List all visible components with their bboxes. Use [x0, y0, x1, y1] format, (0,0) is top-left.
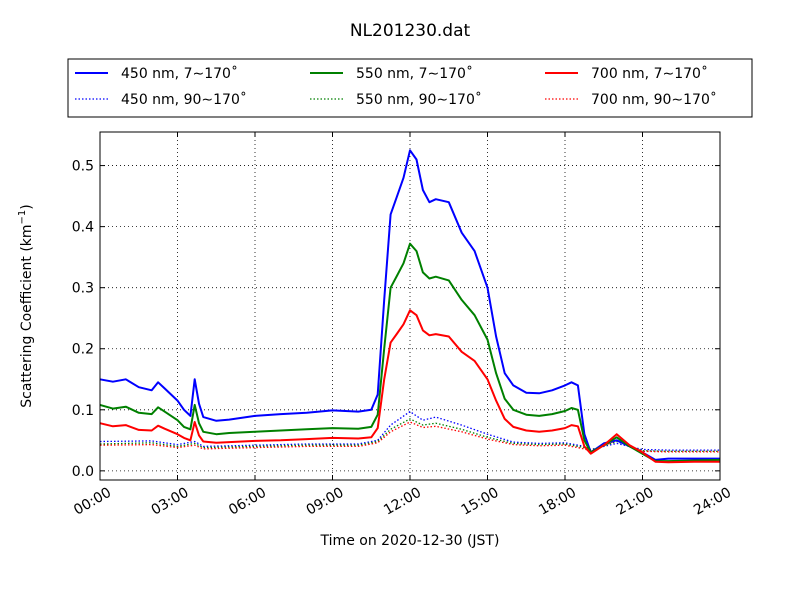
y-tick-label: 0.1 — [72, 403, 94, 419]
y-axis-title-main: Scattering Coefficient (km — [19, 224, 35, 407]
y-tick-label: 0.4 — [72, 220, 94, 236]
legend-label-0: 450 nm, 7∼170˚ — [121, 65, 238, 82]
plot-series — [99, 149, 721, 464]
series-line-4 — [99, 418, 720, 452]
series-line-0 — [99, 149, 720, 461]
x-axis-title: Time on 2020-12-30 (JST) — [320, 533, 500, 549]
series-line-1 — [99, 242, 721, 463]
y-tick-label: 0.5 — [72, 159, 94, 175]
legend-label-3: 450 nm, 90∼170˚ — [121, 91, 247, 108]
y-tick-label: 0.0 — [72, 464, 94, 480]
series-line-2 — [99, 309, 720, 464]
y-axis-title-exponent: −1 — [17, 210, 28, 225]
y-tick-label: 0.2 — [72, 342, 94, 358]
y-tick-label: 0.3 — [72, 281, 94, 297]
legend-label-4: 550 nm, 90∼170˚ — [356, 91, 482, 108]
legend-label-2: 700 nm, 7∼170˚ — [591, 65, 708, 82]
chart-title: NL201230.dat — [350, 21, 471, 41]
legend: 450 nm, 7∼170˚ 550 nm, 7∼170˚ 700 nm, 7∼17… — [67, 58, 753, 118]
y-axis-title: Scattering Coefficient (km−1) — [17, 204, 35, 408]
legend-entries: 450 nm, 7∼170˚ 550 nm, 7∼170˚ 700 nm, 7∼17… — [75, 65, 717, 108]
legend-box — [67, 58, 753, 118]
legend-label-5: 700 nm, 90∼170˚ — [591, 91, 717, 108]
grid-lines — [99, 132, 721, 480]
legend-label-1: 550 nm, 7∼170˚ — [356, 65, 473, 82]
y-axis-title-close: ) — [19, 204, 35, 209]
